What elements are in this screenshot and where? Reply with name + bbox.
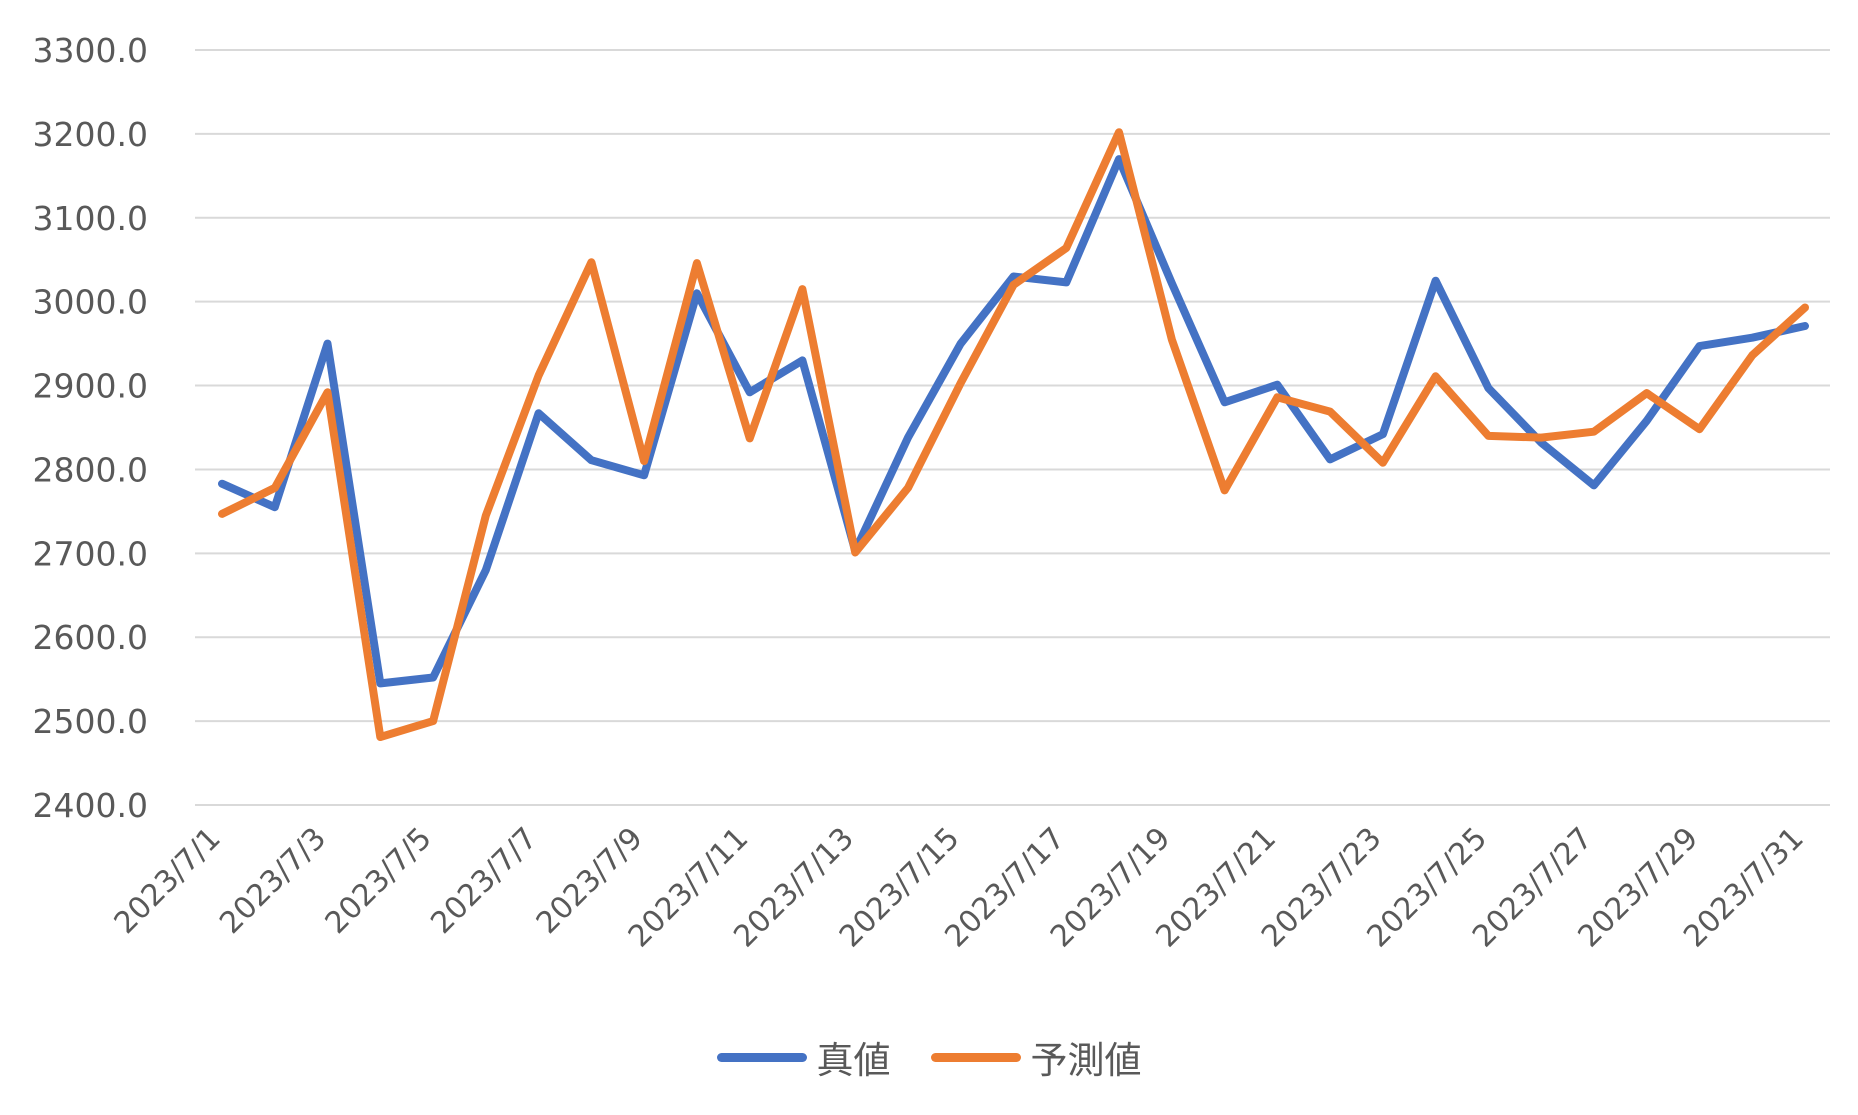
- data-point-s1-2: [324, 388, 332, 396]
- data-point-s1-28: [1695, 425, 1703, 433]
- data-point-s1-8: [640, 457, 648, 465]
- legend-swatch-series-1: [930, 1052, 1021, 1062]
- data-point-s1-29: [1748, 351, 1756, 359]
- data-point-s0-23: [1432, 277, 1440, 285]
- data-point-s1-4: [429, 717, 437, 725]
- data-point-s1-3: [376, 733, 384, 741]
- data-point-s1-27: [1643, 389, 1651, 397]
- y-tick-label-5: 2900.0: [33, 367, 148, 406]
- data-point-s0-9: [693, 289, 701, 297]
- data-point-s1-13: [904, 484, 912, 492]
- data-point-s1-15: [1010, 281, 1018, 289]
- data-point-s0-5: [482, 566, 490, 574]
- data-point-s1-10: [746, 434, 754, 442]
- data-point-s1-12: [851, 548, 859, 556]
- data-point-s0-13: [904, 434, 912, 442]
- data-point-s0-28: [1695, 342, 1703, 350]
- legend-label-series-1: 予測値: [1030, 1039, 1142, 1082]
- data-point-s1-24: [1484, 432, 1492, 440]
- legend-item-series-1: 予測値: [930, 1030, 1142, 1084]
- data-point-s1-1: [271, 484, 279, 492]
- series-line-1: [218, 128, 1809, 741]
- y-tick-label-6: 3000.0: [33, 283, 148, 322]
- data-point-s0-0: [218, 480, 226, 488]
- legend-swatch-series-0: [716, 1052, 807, 1062]
- data-point-s1-17: [1115, 128, 1123, 136]
- x-tick-label-1: 2023/7/3: [213, 821, 333, 941]
- data-point-s0-6: [535, 409, 543, 417]
- data-point-s1-26: [1590, 428, 1598, 436]
- data-point-s1-22: [1379, 459, 1387, 467]
- legend-item-series-0: 真値: [716, 1030, 891, 1084]
- data-point-s0-1: [271, 503, 279, 511]
- data-point-s1-0: [218, 510, 226, 518]
- x-tick-label-2: 2023/7/5: [319, 821, 439, 941]
- x-tick-label-0: 2023/7/1: [108, 821, 228, 941]
- data-point-s1-30: [1801, 304, 1809, 312]
- y-tick-label-8: 3200.0: [33, 115, 148, 154]
- data-point-s1-20: [1273, 393, 1281, 401]
- data-point-s0-19: [1221, 398, 1229, 406]
- data-point-s1-6: [535, 371, 543, 379]
- data-point-s0-4: [429, 673, 437, 681]
- data-point-s0-11: [798, 356, 806, 364]
- data-point-s1-23: [1432, 372, 1440, 380]
- data-point-s1-16: [1062, 244, 1070, 252]
- data-point-s1-11: [798, 285, 806, 293]
- data-point-s0-30: [1801, 322, 1809, 330]
- data-point-s1-5: [482, 512, 490, 520]
- data-point-s0-27: [1643, 417, 1651, 425]
- y-tick-label-9: 3300.0: [33, 31, 148, 70]
- data-point-s0-24: [1484, 384, 1492, 392]
- data-point-s0-3: [376, 679, 384, 687]
- data-point-s0-2: [324, 340, 332, 348]
- y-tick-label-7: 3100.0: [33, 199, 148, 238]
- chart-plot-area: 2400.0 2500.0 2600.0 2700.0 2800.0 2900.0 3000…: [33, 31, 1830, 954]
- data-point-s1-9: [693, 259, 701, 267]
- y-tick-label-4: 2800.0: [33, 450, 148, 489]
- y-tick-label-0: 2400.0: [33, 786, 148, 825]
- data-point-s1-7: [587, 258, 595, 266]
- data-point-s1-21: [1326, 408, 1334, 416]
- data-point-s0-29: [1748, 334, 1756, 342]
- data-point-s0-14: [957, 340, 965, 348]
- data-point-s0-20: [1273, 381, 1281, 389]
- y-tick-label-1: 2500.0: [33, 702, 148, 741]
- data-point-s0-21: [1326, 455, 1334, 463]
- data-point-s1-18: [1168, 335, 1176, 343]
- legend: 真値 予測値: [0, 1030, 1858, 1084]
- data-point-s0-26: [1590, 481, 1598, 489]
- data-point-s1-14: [957, 379, 965, 387]
- data-point-s0-8: [640, 471, 648, 479]
- data-point-s1-19: [1221, 486, 1229, 494]
- data-point-s0-10: [746, 388, 754, 396]
- data-point-s1-25: [1537, 434, 1545, 442]
- y-tick-label-3: 2700.0: [33, 534, 148, 573]
- x-tick-label-3: 2023/7/7: [424, 821, 544, 941]
- data-point-s0-18: [1168, 279, 1176, 287]
- legend-label-series-0: 真値: [816, 1039, 891, 1082]
- y-tick-label-2: 2600.0: [33, 618, 148, 657]
- series-line-0: [218, 155, 1809, 688]
- data-point-s0-7: [587, 456, 595, 464]
- data-point-s0-22: [1379, 430, 1387, 438]
- data-point-s0-16: [1062, 278, 1070, 286]
